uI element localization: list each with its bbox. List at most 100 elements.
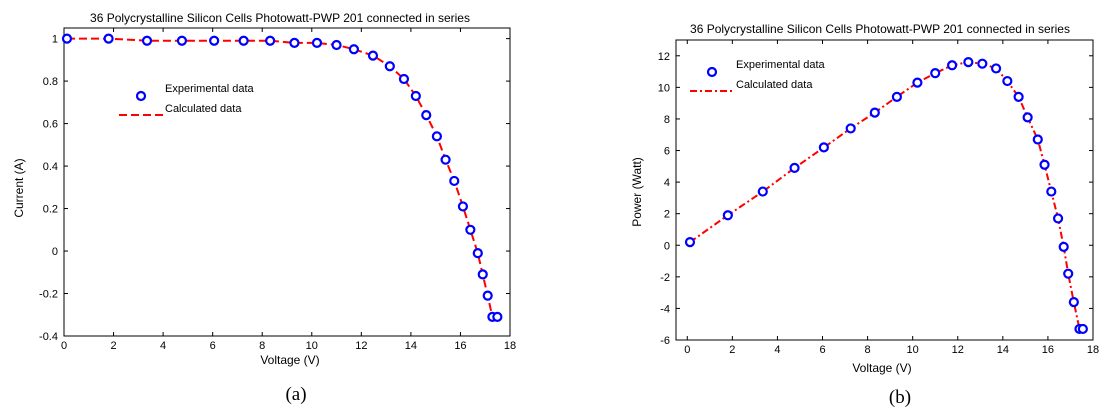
chart-a-xtick-label: 14 [405,340,417,352]
chart-a-experimental-point [457,201,469,212]
chart-b-experimental-point [1013,91,1024,102]
chart-a-title: 36 Polycrystalline Silicon Cells Photowa… [90,11,470,25]
chart-b-experimental-point [1046,186,1057,197]
chart-a-experimental-point [238,35,249,46]
chart-b-xlabel: Voltage (V) [852,361,911,375]
chart-a-ytick-label: 1 [52,34,58,46]
chart-b-experimental-point [990,63,1002,74]
chart-a-experimental-point [348,44,359,55]
chart-a-xtick-label: 8 [259,340,265,352]
chart-a-experimental-point [410,90,421,102]
chart-a-experimental-point [398,73,410,85]
chart-b-experimental-point [1032,134,1043,145]
chart-b-experimental-point [1068,297,1079,308]
chart-b-xtick-label: 18 [1087,344,1099,356]
chart-a-experimental-point [482,290,493,301]
chart-a-panel-label: (a) [285,384,306,405]
chart-b-xtick-label: 8 [865,344,871,356]
chart-a-xtick-label: 18 [504,340,516,352]
chart-b-experimental-point [1022,112,1033,123]
chart-a-ytick-label: 0 [52,246,58,258]
chart-b-xtick-label: 10 [907,344,919,356]
chart-a-legend-label-experimental: Experimental data [165,83,255,95]
chart-b-experimental-point [869,107,880,118]
chart-a-xlabel: Voltage (V) [260,353,319,367]
chart-b-experimental-point [930,68,941,79]
chart-a-experimental-point [431,131,443,142]
chart-a-experimental-point [472,248,483,259]
chart-a-ytick-label: 0.6 [43,119,58,131]
chart-a-xtick-label: 4 [160,340,166,352]
chart-a-xtick-label: 6 [210,340,216,352]
chart-a-experimental-point [477,269,488,280]
chart-b-calculated-line [689,61,1083,330]
chart-b-xtick-label: 12 [952,344,964,356]
chart-b-ytick-label: 12 [658,51,670,63]
chart-a-experimental-point [384,61,395,72]
chart-a-ylabel: Current (A) [12,158,26,217]
chart-b-xtick-label: 14 [997,344,1009,356]
chart-a-experimental-point [311,37,323,48]
chart-b-experimental-point [722,210,733,221]
chart-a-marks [61,33,503,322]
chart-b-experimental-point [1002,75,1013,87]
chart-a-legend: Experimental data Calculated data [119,83,255,116]
chart-b-experimental-point [912,77,923,88]
chart-a-experimental-point [176,35,188,46]
chart-b-experimental-point [789,162,800,173]
chart-b-xtick-label: 6 [819,344,825,356]
chart-b-ytick-label: 0 [664,240,670,252]
chart-a-ytick-label: 0.8 [43,76,58,88]
chart-b-ytick-label: -6 [660,335,670,347]
chart-a-xtick-label: 10 [306,340,318,352]
chart-b-experimental-point [1039,159,1050,170]
chart-a-experimental-point [421,109,432,121]
chart-a-experimental-point [61,33,73,44]
chart-b-legend: Experimental data Calculated data [690,59,826,92]
chart-b-xtick-label: 4 [774,344,780,356]
chart-a-ytick-label: -0.4 [39,331,58,343]
chart-b-experimental-point [818,142,829,153]
chart-a-experimental-point [103,33,114,44]
chart-a-xtick-label: 2 [110,340,116,352]
chart-a-axes: 0 2 4 6 8 10 12 14 16 18 -0.4 -0.2 0 0.2 0.4 0.6 0.8 1 [39,27,516,352]
chart-a-legend-marker-experimental [135,90,147,102]
chart-a-ytick-label: 0.4 [43,161,58,173]
chart-b-xtick-label: 16 [1042,344,1054,356]
chart-a-xtick-label: 12 [355,340,367,352]
chart-a-calculated-line [67,37,498,318]
chart-b-experimental-point [947,60,958,71]
chart-b-ylabel: Power (Watt) [630,157,644,227]
chart-b-experimental-point [1058,241,1069,252]
chart-a-experimental-point [465,224,476,235]
chart-b-ytick-label: 10 [658,82,670,94]
chart-b-experimental-point [977,58,988,69]
chart-b-ytick-label: -2 [660,272,670,284]
chart-a-ytick-label: -0.2 [39,289,58,301]
chart-b-ytick-label: 8 [664,114,670,126]
chart-a-experimental-point [289,37,300,48]
chart-b-experimental-point [963,57,974,68]
chart-b-ytick-label: 6 [664,146,670,158]
chart-b-axes: 0 2 4 6 8 10 12 14 16 18 -6 -4 -2 0 2 4 6 8 10 12 [658,39,1099,356]
chart-b-legend-label-calculated: Calculated data [736,79,813,91]
chart-a-xtick-label: 16 [454,340,466,352]
chart-a-experimental-point [265,35,276,46]
chart-b-experimental-point [845,123,856,134]
chart-b-ytick-label: -4 [660,303,670,315]
chart-a: 36 Polycrystalline Silicon Cells Photowa… [12,11,516,405]
chart-a-experimental-point [367,50,379,61]
chart-b-experimental-point [1077,323,1088,335]
chart-a-xtick-label: 0 [61,340,67,352]
chart-b-plot-frame [675,39,1094,341]
chart-b-experimental-point [1052,213,1064,224]
chart-b-legend-marker-experimental [706,66,718,78]
chart-b-xtick-label: 0 [684,344,690,356]
chart-b: 36 Polycrystalline Silicon Cells Photowa… [630,22,1099,408]
chart-b-experimental-point [757,186,768,197]
chart-a-experimental-point [209,35,220,46]
chart-a-ytick-label: 0.2 [43,204,58,216]
chart-a-experimental-point [440,154,451,165]
chart-b-ytick-label: 2 [664,209,670,221]
